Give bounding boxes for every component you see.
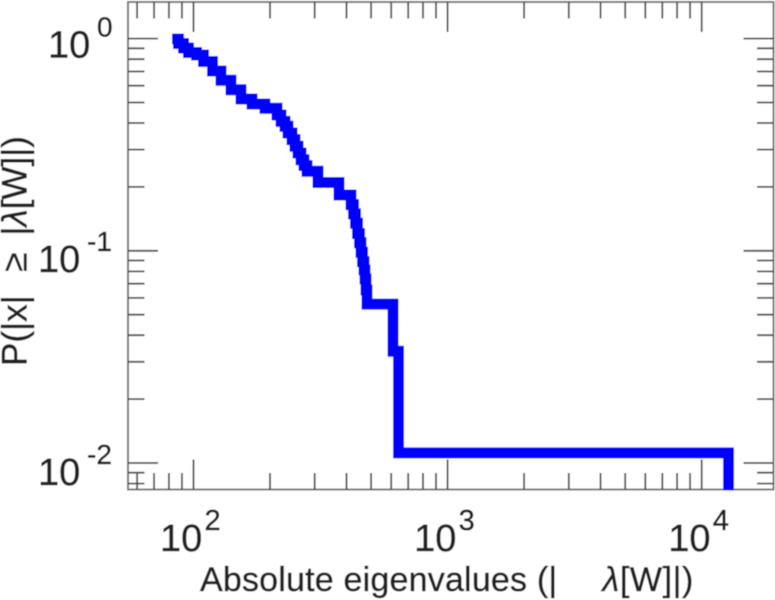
svg-text:-2: -2 [87,439,112,470]
svg-text:4: 4 [713,505,729,537]
svg-text:0: 0 [97,12,113,43]
svg-text:10: 10 [38,452,80,494]
svg-text:3: 3 [459,505,475,537]
svg-text:λ[W]|): λ[W]|) [601,561,694,599]
svg-text:10: 10 [414,518,456,560]
svg-text:10: 10 [38,239,80,281]
svg-text:Absolute eigenvalues (|: Absolute eigenvalues (| [200,561,557,599]
svg-text:10: 10 [160,518,202,560]
svg-text:2: 2 [205,505,221,537]
svg-text:-1: -1 [87,226,112,257]
svg-text:P(|x| ≥ |λ[W]|): P(|x| ≥ |λ[W]|) [0,136,35,366]
svg-text:10: 10 [48,25,90,67]
svg-text:10: 10 [668,518,710,560]
